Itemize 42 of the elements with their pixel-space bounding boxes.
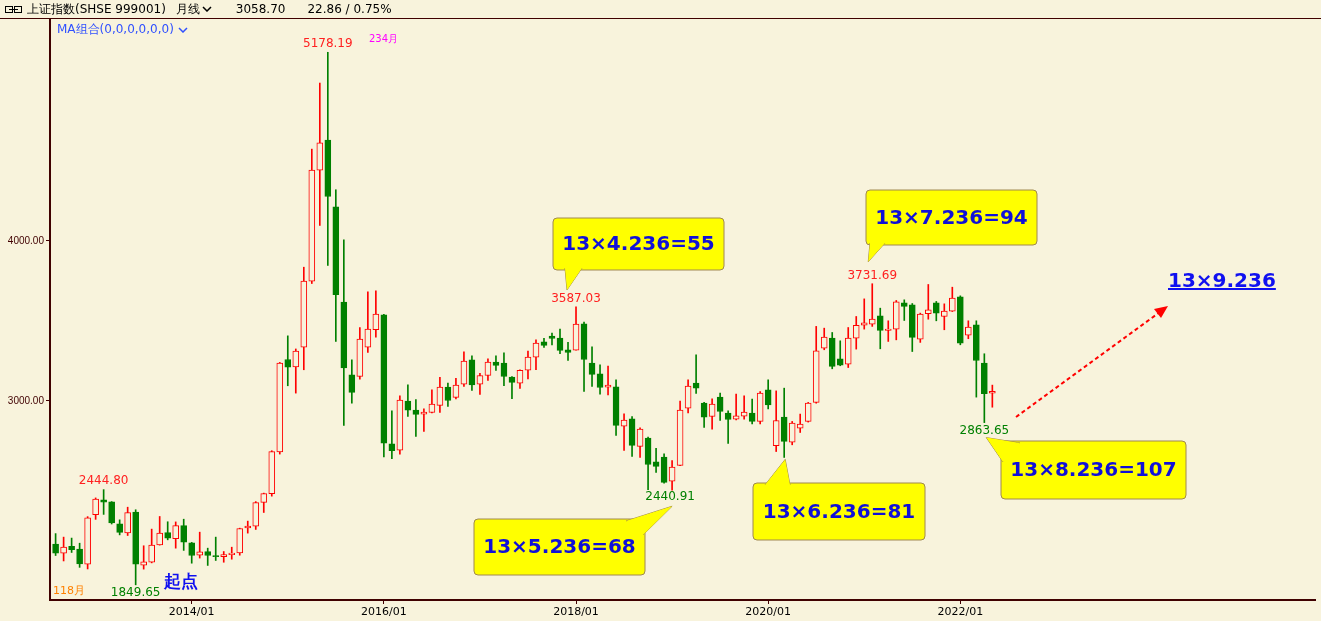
annotation: 1849.65 [110, 584, 161, 599]
candlestick [140, 545, 147, 570]
candlestick [924, 284, 932, 320]
chart-subtitle: 月线 [175, 0, 200, 18]
text: 3058.70 [235, 2, 286, 16]
annotation: 13×5.236=68 [483, 534, 636, 559]
annotation: 13×7.236=94 [875, 204, 1028, 229]
x-tick-label: 2020/01 [745, 605, 792, 619]
candlestick [652, 447, 660, 473]
annotation: 13×4.236=55 [562, 231, 715, 256]
x-tick-label: 2018/01 [553, 605, 599, 619]
x-tick-label: 2014/01 [168, 605, 215, 619]
annotation: 起点 [162, 571, 198, 592]
annotation: 3731.69 [847, 267, 898, 282]
annotation: 5178.19 [303, 36, 353, 51]
candlestick [196, 531, 204, 559]
candlestick [940, 303, 948, 331]
x-tick-label: 2022/01 [937, 605, 984, 619]
candlestick [548, 332, 556, 346]
candlestick [220, 551, 228, 563]
candlestick [564, 342, 572, 361]
annotation: 13×6.236=81 [762, 498, 916, 523]
annotation: 13×8.236=107 [1010, 457, 1177, 482]
candlestick [884, 320, 892, 342]
y-tick-label: 3000.00 [7, 394, 45, 406]
candlestick [316, 82, 324, 226]
candlestick [860, 298, 868, 330]
text: 22.86 / 0.75% [307, 2, 392, 16]
chart-title: 上证指数(SHSE 999001) [27, 0, 166, 18]
annotation: 3587.03 [551, 291, 601, 305]
y-tick-label: 4000.00 [7, 234, 45, 246]
annotation: 118月 [53, 583, 85, 597]
candlestick [900, 299, 908, 321]
annotation: 2440.91 [645, 489, 695, 504]
x-tick-label: 2016/01 [361, 605, 407, 619]
annotation: 2863.65 [959, 422, 1010, 437]
candlestick [604, 365, 612, 396]
annotation: 13×9.236 [1168, 268, 1276, 292]
annotation: 234月 [369, 32, 399, 44]
annotation: MA组合(0,0,0,0,0,0) [57, 22, 174, 37]
annotation: 2444.80 [78, 472, 129, 487]
candlestick [284, 335, 292, 387]
